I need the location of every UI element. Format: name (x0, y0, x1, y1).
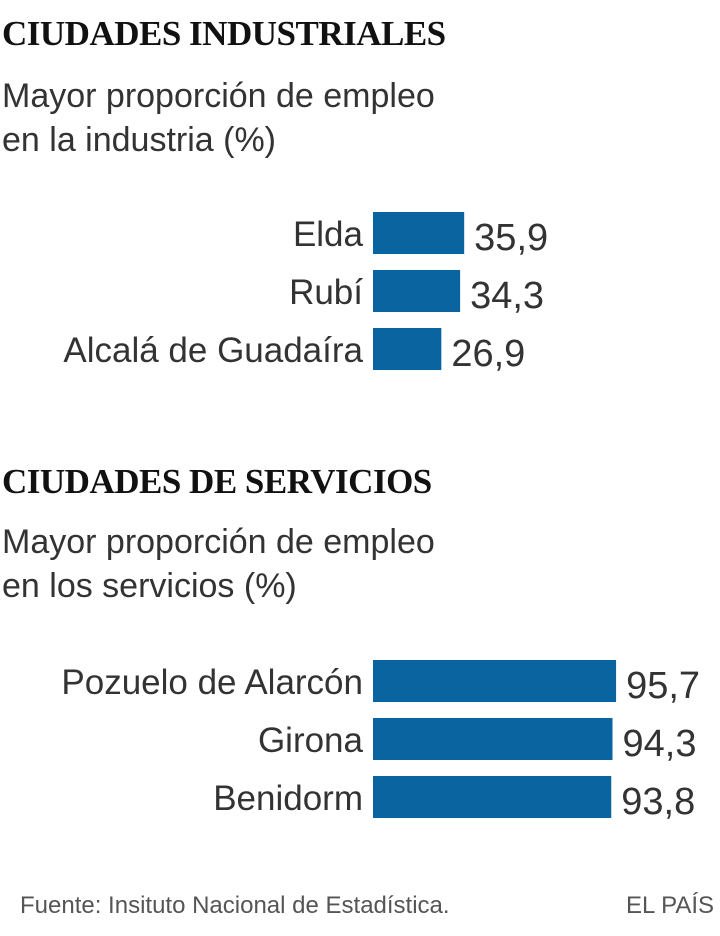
value-label: 94,3 (623, 723, 697, 765)
chart-subtitle-industrial: Mayor proporción de empleo en la industr… (2, 74, 435, 162)
chart-title-industrial: CIUDADES INDUSTRIALES (2, 14, 446, 53)
brand-logo: EL PAÍS (625, 892, 714, 919)
category-label: Girona (258, 721, 364, 760)
value-label: 93,8 (621, 781, 695, 823)
bar (373, 718, 613, 760)
value-label: 34,3 (470, 275, 544, 317)
bar (373, 776, 612, 818)
chart-title-services: CIUDADES DE SERVICIOS (2, 462, 432, 501)
subtitle-line: en los servicios (%) (2, 567, 297, 605)
source-note: Fuente: Insituto Nacional de Estadística… (20, 892, 450, 919)
value-label: 26,9 (451, 333, 525, 375)
subtitle-line: en la industria (%) (2, 121, 277, 159)
category-label: Alcalá de Guadaíra (63, 331, 363, 370)
category-label: Elda (293, 215, 364, 254)
subtitle-line: Mayor proporción de empleo (2, 77, 435, 115)
value-label: 95,7 (626, 665, 700, 707)
category-label: Pozuelo de Alarcón (61, 663, 363, 702)
value-label: 35,9 (474, 217, 548, 259)
chart-subtitle-services: Mayor proporción de empleo en los servic… (2, 520, 435, 608)
category-label: Rubí (289, 273, 363, 312)
subtitle-line: Mayor proporción de empleo (2, 523, 435, 561)
bar (373, 270, 461, 312)
bar (373, 328, 442, 370)
bar (373, 660, 617, 702)
category-label: Benidorm (213, 779, 363, 818)
bar (373, 212, 465, 254)
